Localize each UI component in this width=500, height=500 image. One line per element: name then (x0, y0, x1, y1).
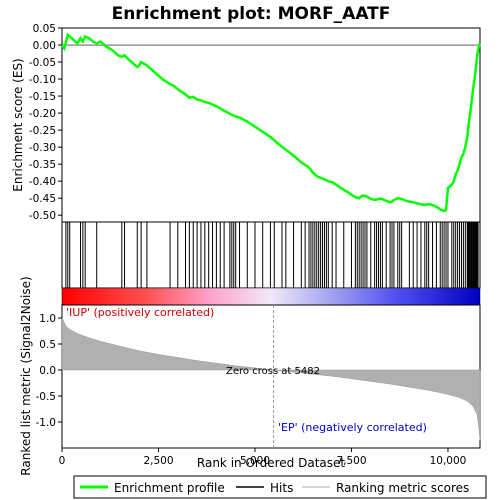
ranking-gradient (61, 287, 481, 306)
x-axis-label: Rank in Ordered Dataset (197, 456, 345, 470)
legend-box (73, 475, 487, 499)
es-plot-area (61, 27, 481, 223)
es-ytick-label: -0.05 (29, 57, 56, 69)
rank-ylabel: Ranked list metric (Signal2Noise) (19, 276, 33, 475)
es-ytick-label: -0.25 (29, 125, 56, 137)
es-ytick-label: -0.20 (29, 108, 56, 120)
rank-ytick-label: -0.5 (36, 391, 57, 403)
es-ytick-label: -0.30 (29, 142, 56, 154)
zero-cross-label: Zero cross at 5482 (226, 366, 320, 377)
es-panel: 0.05 0.00 -0.05 -0.10 -0.15 -0.20 -0.25 -0.30 -0… (11, 23, 481, 223)
legend: Enrichment profile Hits Ranking metric s… (73, 475, 487, 499)
pos-label: 'IUP' (positively correlated) (66, 306, 214, 319)
es-ytick-label: 0.05 (33, 23, 56, 35)
es-ytick-label: -0.40 (29, 176, 56, 188)
legend-rank-label: Ranking metric scores (336, 481, 469, 495)
es-ytick-label: -0.50 (29, 210, 56, 222)
x-axis: 0 2,500 5,000 7,500 10,000 (59, 448, 467, 467)
es-ylabel: Enrichment score (ES) (11, 58, 25, 191)
chart-title: Enrichment plot: MORF_AATF (112, 4, 391, 24)
rank-ytick-label: -1.0 (36, 417, 57, 429)
ranking-gradient-bar (61, 287, 481, 306)
hits-area (61, 221, 481, 289)
legend-hits-label: Hits (270, 481, 293, 495)
rank-ytick-label: 0.0 (39, 365, 56, 377)
ranking-panel: 1.0 0.5 0.0 -0.5 -1.0 'IUP' (positively corr… (19, 276, 481, 476)
es-ytick-label: -0.35 (29, 159, 56, 171)
xtick-label: 5,000 (240, 455, 270, 467)
xtick-label: 7,500 (336, 455, 366, 467)
legend-es-label: Enrichment profile (114, 481, 225, 495)
hits-panel (61, 221, 481, 289)
rank-ytick-label: 0.5 (39, 339, 56, 351)
xtick-label: 0 (59, 455, 66, 467)
neg-label: 'EP' (negatively correlated) (278, 421, 427, 434)
es-ytick-label: -0.15 (29, 91, 56, 103)
rank-ytick-label: 1.0 (39, 313, 56, 325)
es-ytick-label: -0.45 (29, 193, 56, 205)
xtick-label: 10,000 (430, 455, 467, 467)
xtick-label: 2,500 (143, 455, 173, 467)
es-ytick-label: -0.10 (29, 74, 56, 86)
es-ytick-label: 0.00 (33, 40, 56, 52)
es-series-line (60, 32, 481, 213)
ranking-metric-area (61, 317, 481, 441)
